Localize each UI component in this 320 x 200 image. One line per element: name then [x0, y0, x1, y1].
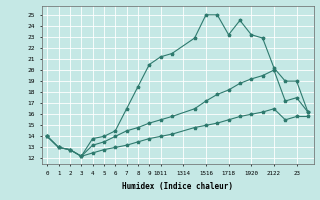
X-axis label: Humidex (Indice chaleur): Humidex (Indice chaleur): [122, 182, 233, 190]
